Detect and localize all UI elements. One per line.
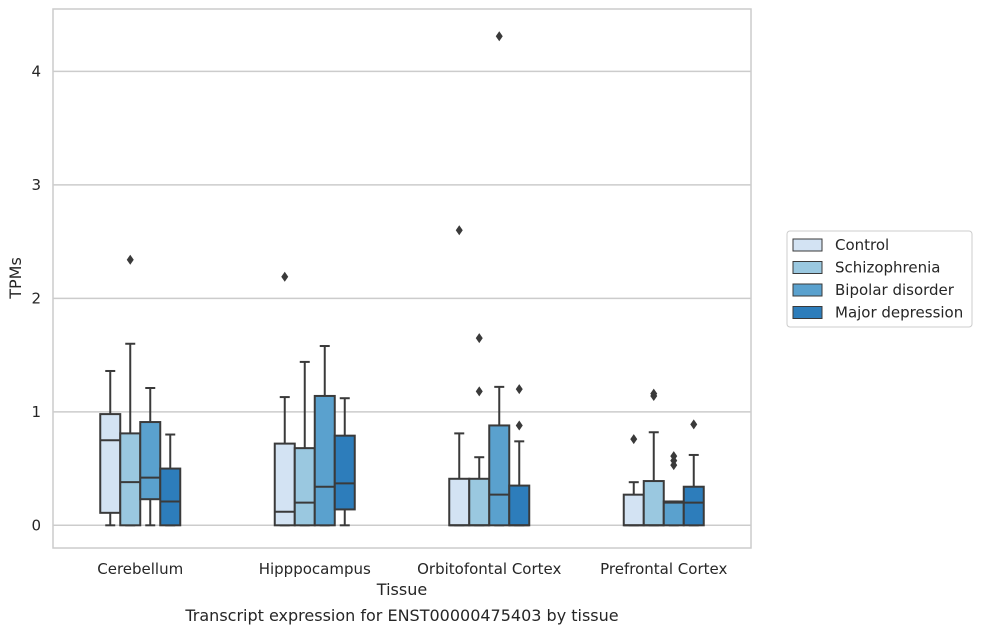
outlier-point [455,225,463,236]
outlier-point [670,451,678,462]
series-schizophrenia [119,254,665,527]
legend-label: Bipolar disorder [835,281,955,299]
box-body [333,434,356,511]
box-body [642,480,665,527]
outlier-point [126,254,134,265]
box [333,397,356,527]
plot-frame [52,8,752,549]
box-body [448,477,471,527]
legend-label: Schizophrenia [835,259,940,277]
box-body [273,442,296,527]
legend-swatch [792,283,823,297]
box [468,333,491,527]
y-tick-label: 3 [31,176,41,194]
x-tick-label: Orbitofontal Cortex [417,560,561,578]
box-body [488,424,511,527]
legend-swatch [792,261,823,274]
x-tick-label: Hipppocampus [259,560,371,578]
x-tick-label: Prefrontal Cortex [600,560,727,578]
series-major-depression [159,384,705,527]
series-control [99,225,645,527]
legend-swatch [792,306,823,319]
y-tick-labels: 0 1 2 3 4 [31,62,41,534]
outlier-point [690,419,698,430]
outlier-point [515,384,523,395]
box-body [139,421,162,501]
box-body [468,477,491,527]
box-body [313,394,336,527]
outlier-point [650,388,658,399]
box-body [662,500,685,527]
box [99,369,122,527]
legend: Control Schizophrenia Bipolar disorder Majo… [786,230,973,328]
box-body [119,432,142,527]
legend-frame [786,230,973,328]
box-body [508,484,531,527]
box [139,387,162,527]
y-tick-label: 4 [31,62,41,80]
box [313,345,336,527]
x-tick-label: Cerebellum [97,560,183,578]
legend-swatch [792,238,823,252]
box-series [99,31,705,527]
box-body [622,493,645,527]
x-axis-title: Tissue [376,580,427,599]
box [662,451,685,527]
y-axis-title: TPMs [6,257,25,300]
box-body [99,413,122,514]
outlier-point [281,271,289,282]
box [508,384,531,527]
y-tick-label: 0 [31,516,41,534]
y-tick-label: 2 [31,289,41,307]
outlier-point [475,386,483,397]
box [159,433,182,527]
y-tick-label: 1 [31,403,41,421]
series-bipolar-disorder [139,31,685,527]
box [642,388,665,527]
x-tick-labels: Cerebellum Hipppocampus Orbitofontal Corte… [97,560,727,578]
box [448,225,471,527]
box-body [159,467,182,527]
box [273,271,296,527]
box-body [293,447,316,527]
box-body [682,485,705,527]
outlier-point [630,434,638,445]
box [622,434,645,527]
outlier-point [475,333,483,344]
outlier-point [515,420,523,431]
legend-label: Control [835,236,889,254]
chart-caption: Transcript expression for ENST0000047540… [184,606,618,625]
box [293,360,316,527]
legend-label: Major depression [835,304,963,322]
outlier-point [495,31,503,42]
box [488,31,511,527]
box [119,254,142,527]
box [682,419,705,527]
